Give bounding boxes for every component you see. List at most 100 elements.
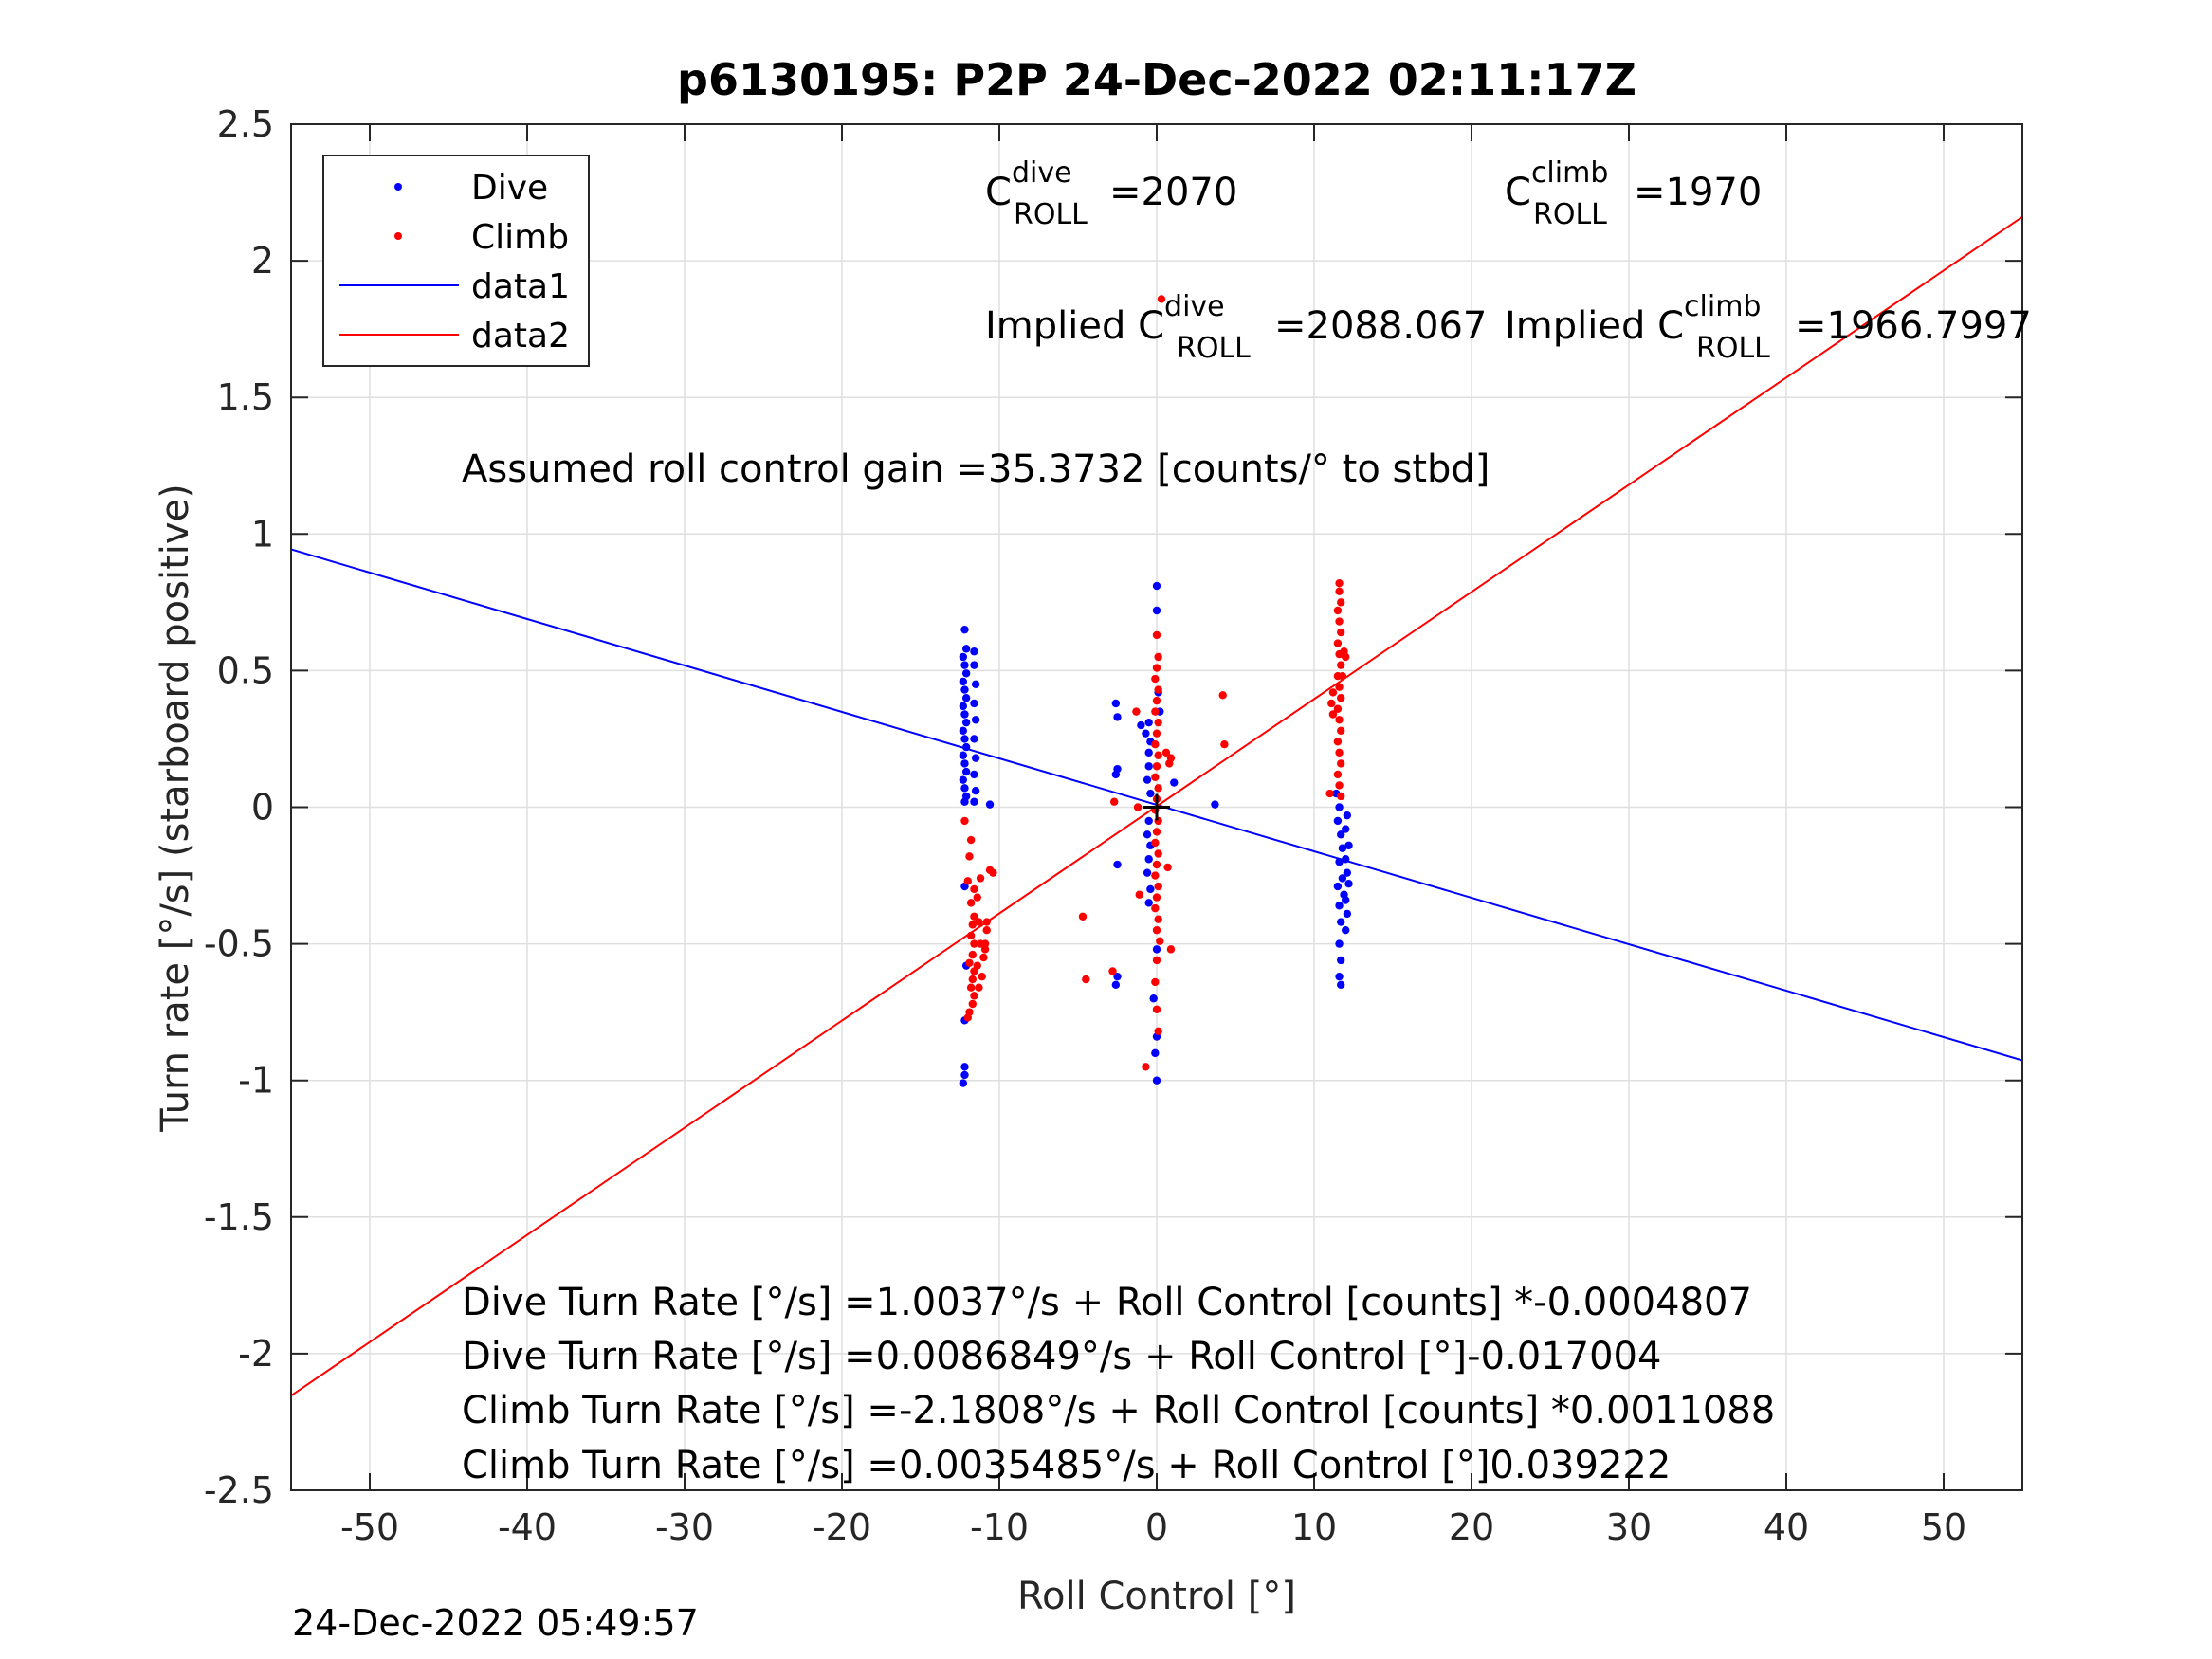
point-dive	[960, 710, 969, 719]
point-climb	[1342, 652, 1350, 662]
point-dive	[1143, 830, 1152, 839]
point-dive	[1152, 606, 1161, 615]
point-climb	[1152, 893, 1161, 902]
point-climb	[965, 958, 974, 967]
point-climb	[1154, 915, 1162, 923]
point-climb	[1154, 751, 1162, 759]
point-dive	[1335, 803, 1344, 811]
point-climb	[1335, 748, 1344, 757]
point-dive	[960, 759, 969, 768]
point-climb	[1166, 754, 1176, 762]
x-tick-label: 10	[1291, 1506, 1337, 1548]
point-climb	[1161, 748, 1171, 757]
point-dive	[1337, 918, 1345, 926]
point-climb	[1335, 617, 1344, 626]
x-tick-label: 0	[1145, 1506, 1168, 1548]
point-climb	[960, 816, 969, 826]
point-climb	[1166, 945, 1176, 954]
point-climb	[968, 975, 977, 984]
point-dive	[959, 652, 968, 662]
chart-title: p6130195: P2P 24-Dec-2022 02:11:17Z	[677, 54, 1636, 105]
point-dive	[1149, 994, 1158, 1003]
point-dive	[1113, 860, 1122, 869]
point-dive	[1343, 811, 1352, 820]
point-climb	[1333, 770, 1343, 779]
point-climb	[1151, 838, 1160, 848]
point-dive	[1344, 841, 1353, 850]
point-dive	[1111, 770, 1121, 779]
point-dive	[1144, 748, 1153, 757]
point-climb	[966, 931, 976, 940]
y-tick-label: 1.5	[217, 376, 274, 418]
point-dive	[1144, 762, 1153, 771]
point-climb	[1152, 1005, 1161, 1013]
point-dive	[1144, 899, 1153, 907]
point-dive	[1142, 729, 1150, 738]
x-tick-label: 50	[1921, 1506, 1966, 1548]
x-tick-label: -20	[813, 1506, 871, 1548]
point-dive	[1343, 909, 1352, 919]
x-tick-labels: -50 -40 -30 -20 -10 0 10 20 30 40 50	[340, 1506, 1966, 1548]
legend-box	[322, 155, 590, 367]
point-climb	[982, 925, 991, 935]
point-dive	[960, 1070, 969, 1080]
point-climb	[1337, 759, 1345, 768]
point-dive	[1335, 857, 1344, 866]
point-dive	[1335, 902, 1344, 910]
point-climb	[1333, 639, 1343, 647]
point-dive	[1152, 945, 1161, 954]
point-dive	[1111, 980, 1121, 990]
ticks	[291, 123, 2022, 1491]
point-climb	[1333, 704, 1343, 713]
point-dive	[1337, 980, 1345, 990]
point-dive	[1144, 718, 1153, 727]
point-dive	[960, 797, 969, 806]
point-climb	[1154, 652, 1162, 662]
point-dive	[959, 677, 968, 686]
point-climb	[1333, 606, 1343, 615]
implied-dive-annotation: Implied Cdive ROLL=2088.067	[985, 290, 1487, 365]
point-dive	[961, 742, 971, 752]
point-dive	[971, 754, 980, 762]
point-dive	[1144, 855, 1153, 864]
point-climb	[1152, 828, 1161, 836]
point-dive	[1143, 868, 1152, 877]
point-climb	[989, 868, 997, 877]
y-tick-label: 0	[251, 787, 274, 829]
y-tick-label: -0.5	[204, 923, 274, 965]
point-dive	[959, 702, 968, 711]
point-climb	[966, 983, 976, 992]
point-dive	[1151, 1048, 1160, 1058]
y-tick-labels: -2.5 -2 -1.5 -1 -0.5 0 0.5 1 1.5 2 2.5	[204, 103, 274, 1511]
point-dive	[1152, 581, 1161, 591]
x-tick-label: -40	[498, 1506, 557, 1548]
point-climb	[1082, 975, 1090, 984]
point-climb	[968, 999, 977, 1009]
point-climb	[1142, 1063, 1150, 1071]
y-tick-label: 1	[251, 513, 274, 555]
y-axis-label: Turn rate [°/s] (starboard positive)	[154, 483, 197, 1133]
point-climb	[975, 918, 983, 926]
point-climb	[1337, 628, 1345, 637]
point-climb	[1152, 729, 1161, 738]
legend-label-data2: data2	[471, 317, 570, 356]
point-dive	[970, 770, 978, 779]
point-dive	[1111, 699, 1121, 708]
point-dive	[1333, 816, 1343, 826]
legend-marker-climb	[394, 232, 402, 240]
point-climb	[1328, 688, 1338, 697]
point-climb	[1151, 871, 1160, 880]
point-dive	[960, 685, 969, 694]
point-dive	[1137, 720, 1145, 730]
point-climb	[1152, 696, 1161, 705]
fit-line-text-1: Dive Turn Rate [°/s] =1.0037°/s + Roll C…	[462, 1281, 1752, 1324]
point-climb	[1152, 956, 1161, 965]
point-dive	[1342, 896, 1350, 904]
plot-content	[291, 215, 2022, 1397]
point-dive	[971, 787, 980, 795]
point-climb	[973, 961, 981, 970]
point-dive	[970, 647, 978, 656]
point-climb	[980, 939, 990, 948]
point-climb	[973, 893, 981, 902]
